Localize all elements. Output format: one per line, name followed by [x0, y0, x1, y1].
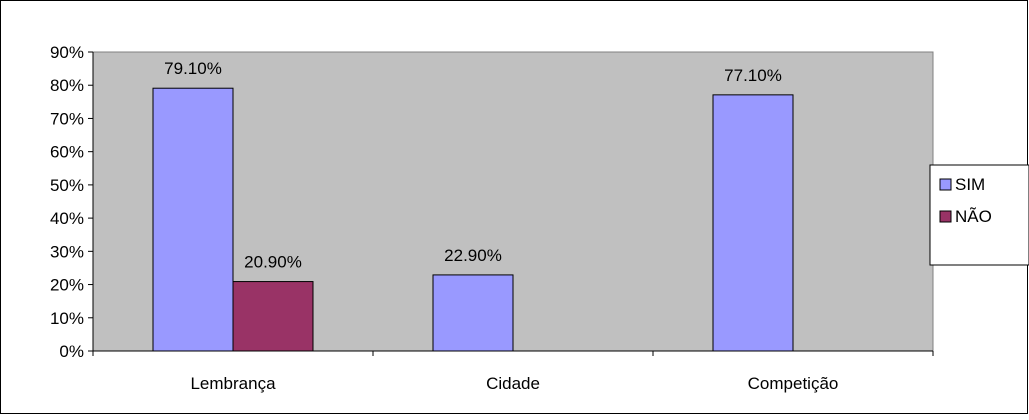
y-tick-label: 50%	[50, 176, 84, 195]
data-label: 20.90%	[244, 253, 302, 272]
bar	[152, 87, 234, 352]
y-tick-label: 40%	[50, 209, 84, 228]
data-label: 77.10%	[724, 66, 782, 85]
y-tick-label: 80%	[50, 76, 84, 95]
legend-label: SIM	[955, 175, 985, 194]
legend-swatch	[939, 178, 952, 191]
y-tick-label: 20%	[50, 276, 84, 295]
series-2: 20.90%	[232, 253, 314, 352]
y-tick-label: 70%	[50, 109, 84, 128]
data-label: 79.10%	[164, 59, 222, 78]
bar	[712, 94, 794, 352]
bar-series: 79.10% 22.90% 77.10% 20.90%	[152, 59, 794, 352]
legend-swatch	[939, 210, 952, 223]
x-category-label: Competição	[748, 374, 839, 393]
y-tick-label: 30%	[50, 242, 84, 261]
y-tick-label: 0%	[59, 342, 84, 361]
bar	[232, 281, 314, 352]
legend-label: NÃO	[955, 207, 992, 226]
y-tick-label: 10%	[50, 309, 84, 328]
x-category-label: Lembrança	[190, 374, 276, 393]
legend: SIM NÃO	[929, 164, 1029, 266]
data-label: 22.90%	[444, 246, 502, 265]
y-tick-label: 90%	[50, 43, 84, 62]
series-1: 79.10% 22.90% 77.10%	[152, 59, 794, 352]
x-category-label: Cidade	[486, 374, 540, 393]
y-tick-label: 60%	[50, 143, 84, 162]
bar	[432, 274, 514, 352]
y-axis: 0% 10% 20% 30% 40% 50% 60% 70% 80% 90%	[50, 43, 94, 361]
